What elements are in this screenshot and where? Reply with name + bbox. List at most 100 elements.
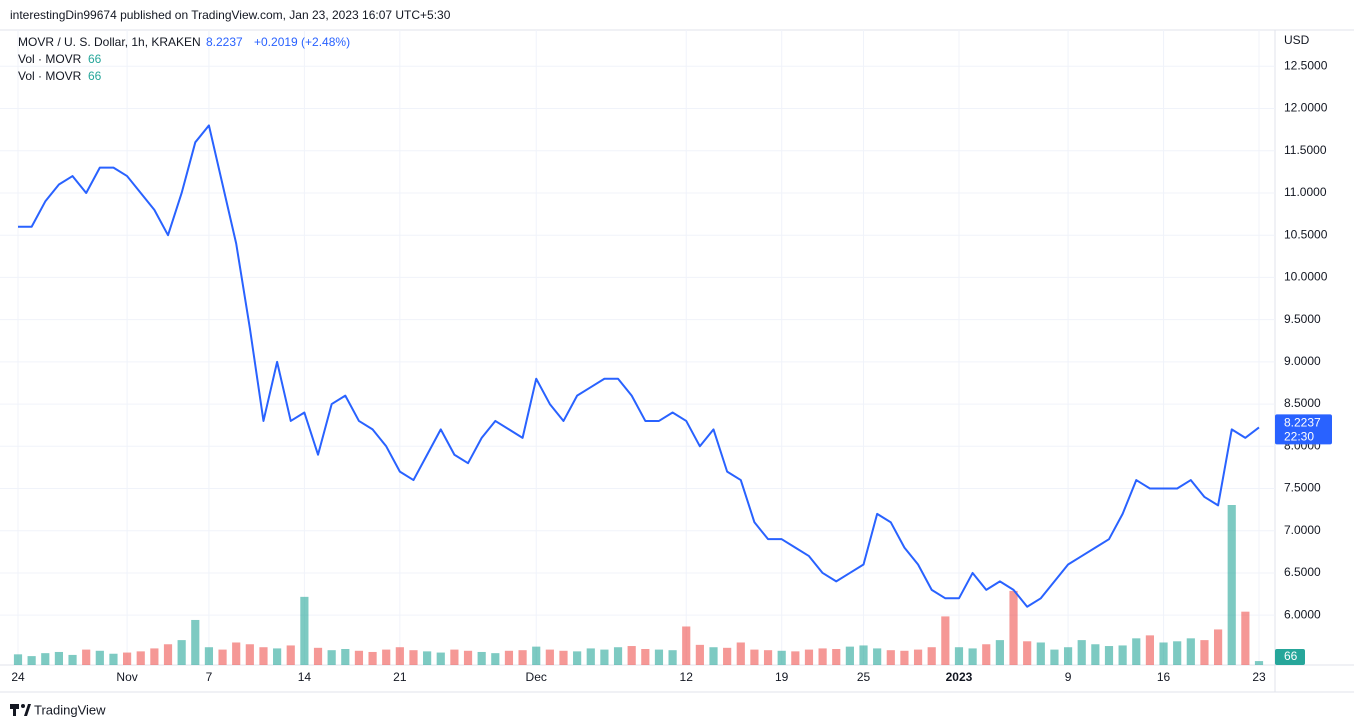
volume-bar (54, 651, 64, 665)
volume-bar (27, 656, 36, 665)
y-tick-label: 10.0000 (1284, 270, 1328, 284)
volume-bar (504, 650, 514, 665)
y-tick-label: 6.5000 (1284, 565, 1321, 579)
volume-bar (1254, 661, 1264, 665)
volume-bar (423, 651, 432, 665)
y-tick-label: 7.0000 (1284, 523, 1321, 537)
volume-bar (1009, 590, 1018, 665)
volume-bar (273, 648, 282, 665)
volume-bar (1227, 505, 1236, 665)
volume-bar (927, 647, 936, 665)
volume-bar (477, 651, 486, 665)
volume-bar (982, 644, 991, 665)
y-tick-label: 9.5000 (1284, 312, 1321, 326)
volume-bar (613, 647, 623, 665)
volume-bar (1023, 641, 1032, 665)
legend-volume: Vol · MOVR (18, 69, 82, 83)
logo (24, 704, 31, 716)
volume-bar (1173, 641, 1182, 665)
volume-bar (723, 647, 732, 665)
volume-bar (204, 647, 214, 665)
volume-bar (382, 649, 391, 665)
volume-bar (1159, 642, 1168, 665)
volume-bar (327, 650, 336, 665)
volume-bar (777, 650, 786, 665)
x-tick-label: 9 (1065, 670, 1072, 684)
volume-bar (641, 649, 650, 665)
volume-bar (218, 649, 227, 665)
price-line (18, 124, 1260, 608)
x-tick-label: 25 (857, 670, 871, 684)
volume-bar (804, 649, 814, 665)
y-tick-label: 8.5000 (1284, 396, 1321, 410)
last-volume-box (1275, 649, 1305, 665)
volume-bar (341, 649, 350, 665)
volume-bar (1104, 646, 1114, 665)
volume (13, 505, 1264, 665)
legend-change: +0.2019 (+2.48%) (254, 35, 350, 49)
legend-volume-value: 66 (88, 52, 102, 66)
volume-bar (532, 646, 541, 665)
volume-bar (463, 650, 473, 665)
volume-bar (313, 647, 323, 665)
last-price-label: 8.2237 (1284, 416, 1321, 430)
last-time-label: 22:30 (1284, 430, 1314, 444)
price-line (18, 124, 1260, 608)
y-tick-label: 7.5000 (1284, 481, 1321, 495)
volume-bar (695, 644, 704, 665)
x-tick-label: 7 (206, 670, 213, 684)
x-tick-label: 2023 (946, 670, 973, 684)
currency: USD (1284, 33, 1310, 47)
volume-bar (1241, 611, 1250, 665)
publisher: interestingDin99674 published on Trading… (10, 8, 451, 22)
volume-bar (82, 649, 91, 665)
volume-bar (1036, 642, 1045, 665)
volume-bar (109, 653, 118, 665)
volume-bar (995, 640, 1004, 665)
volume-bar (1186, 638, 1195, 665)
volume-bar (763, 650, 773, 665)
volume-bar (627, 646, 636, 665)
logo (13, 704, 16, 716)
brand: TradingView (10, 702, 106, 717)
volume-bar (136, 651, 145, 665)
y-tick-label: 11.5000 (1284, 143, 1327, 157)
volume-bar (1118, 645, 1127, 665)
volume-bar (1050, 649, 1059, 665)
x-tick-label: 21 (393, 670, 407, 684)
x-tick-label: 12 (680, 670, 694, 684)
volume-bar (518, 650, 527, 665)
last-volume-label: 66 (1284, 649, 1298, 663)
volume-bar (177, 640, 186, 665)
volume-bar (668, 650, 677, 665)
last-price-box (1275, 414, 1332, 445)
legend-volume-value: 66 (88, 69, 102, 83)
volume-bar (1145, 635, 1154, 665)
legend-volume: Vol · MOVR (18, 52, 82, 66)
x-tick-label: 14 (298, 670, 312, 684)
volume-bar (1063, 647, 1073, 665)
volume-bar (545, 649, 554, 665)
volume-bar (245, 644, 254, 665)
legend-price: 8.2237 (206, 35, 243, 49)
volume-bar (559, 650, 568, 665)
volume-bar (41, 653, 50, 665)
x-tick-label: Nov (116, 670, 137, 684)
y-tick-label: 10.5000 (1284, 227, 1328, 241)
volume-bar (395, 647, 404, 665)
volume-bar (709, 647, 718, 665)
volume-bar (900, 650, 909, 665)
volume-bar (654, 649, 664, 665)
volume-bar (791, 651, 800, 665)
volume-bar (573, 651, 582, 665)
volume-bar (191, 619, 200, 665)
volume-bar (368, 651, 377, 665)
volume-bar (259, 647, 268, 665)
x-tick-label: 24 (11, 670, 25, 684)
volume-bar (859, 645, 868, 665)
volume-bar (150, 648, 159, 665)
volume-bar (750, 649, 759, 665)
volume-bar (682, 626, 691, 665)
